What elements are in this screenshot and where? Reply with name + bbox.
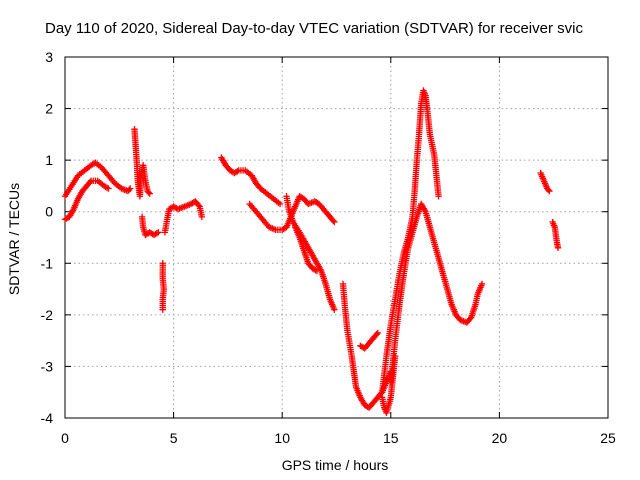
grid-lines: [65, 57, 608, 418]
x-tick-label: 0: [61, 430, 69, 446]
y-tick-label: 3: [45, 49, 53, 65]
x-axis-label: GPS time / hours: [282, 457, 389, 473]
data-point-marker: [105, 185, 112, 192]
data-point-marker: [86, 178, 94, 186]
data-point-marker: [478, 280, 486, 288]
data-point-marker: [373, 330, 380, 338]
data-point-marker: [546, 187, 553, 195]
data-point-marker: [435, 193, 442, 200]
data-point-marker: [145, 189, 152, 196]
data-point-marker: [331, 218, 338, 226]
data-point-marker: [103, 184, 111, 191]
y-tick-label: -4: [41, 410, 54, 426]
x-tick-label: 20: [492, 430, 508, 446]
data-point-marker: [125, 186, 133, 193]
data-point-marker: [374, 329, 381, 337]
y-tick-label: -3: [41, 358, 54, 374]
plot-frame: [64, 56, 609, 419]
y-tick-label: -1: [41, 255, 54, 271]
x-tick-label: 25: [600, 430, 616, 446]
data-point-marker: [234, 168, 241, 175]
y-tick-label: 2: [45, 101, 53, 117]
y-axis-label: SDTVAR / TECUs: [6, 183, 22, 295]
data-point-marker: [146, 190, 153, 197]
data-point-marker: [313, 267, 321, 275]
data-point-marker: [195, 202, 202, 209]
y-tick-label: 1: [45, 152, 53, 168]
data-point-marker: [276, 200, 284, 208]
data-points: [61, 87, 562, 417]
data-point-marker: [155, 229, 162, 236]
data-point-marker: [545, 186, 552, 193]
data-point-marker: [126, 185, 134, 192]
y-tick-label: -2: [41, 307, 54, 323]
data-point-marker: [330, 217, 337, 224]
x-tick-label: 10: [274, 430, 290, 446]
data-point-marker: [554, 244, 562, 252]
data-point-marker: [159, 306, 166, 313]
x-tick-label: 5: [170, 430, 178, 446]
data-point-marker: [198, 213, 206, 221]
x-tick-label: 15: [383, 430, 399, 446]
chart-title: Day 110 of 2020, Sidereal Day-to-day VTE…: [45, 20, 583, 37]
y-tick-label: 0: [45, 204, 53, 220]
data-point-marker: [153, 230, 161, 237]
data-point-marker: [312, 266, 319, 274]
data-point-marker: [331, 306, 338, 313]
